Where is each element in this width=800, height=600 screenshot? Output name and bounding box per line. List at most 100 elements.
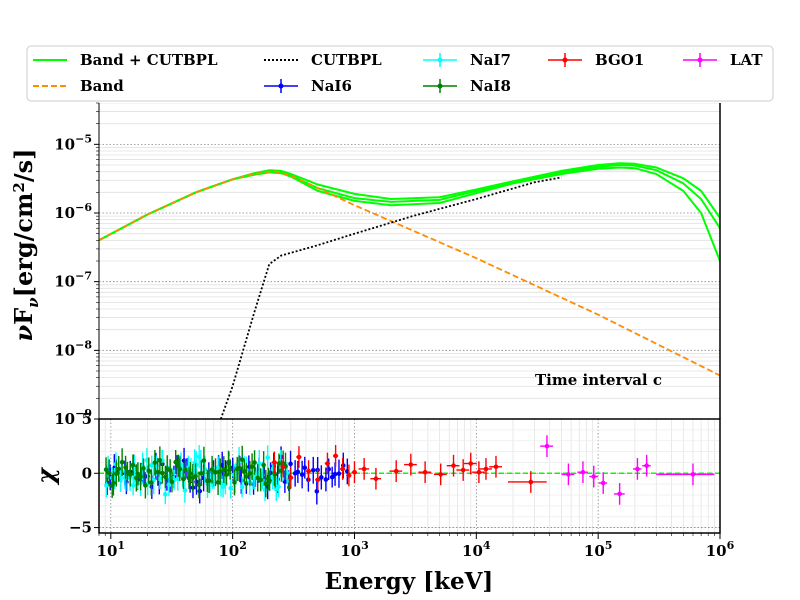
data-point [276,461,282,466]
residual-bgo1-point [479,458,492,480]
data-point [247,471,253,476]
data-point [438,472,443,477]
y-tick-label: 10−6 [54,201,92,222]
residual-bgo1-point [324,452,331,475]
legend-item-nai8: NaI8 [423,77,511,95]
series-line-cutbpl [219,176,562,419]
data-point [175,476,181,482]
data-point [262,487,268,493]
data-point [267,478,272,483]
residual-bgo1-point [288,466,294,489]
residual-nai8-point [114,460,119,487]
data-point [333,453,338,459]
data-point [213,469,218,475]
y-tick-label: 0 [82,464,92,482]
residual-bgo1-point [296,446,302,468]
residual-nai8-point [138,462,143,491]
residual-nai8-point [116,456,122,482]
x-tick-label: 101 [97,539,126,560]
residual-nai6-point [319,465,324,490]
legend-label: CUTBPL [311,51,382,69]
data-point [160,470,165,476]
data-point [242,468,247,474]
x-tick-label: 104 [462,539,491,560]
residual-nai6-point [336,459,342,488]
data-point [280,464,286,470]
residual-nai8-point [221,456,227,484]
data-point [199,471,204,476]
legend-swatch-marker [278,83,284,89]
data-point [221,467,227,472]
data-point [325,461,330,466]
residual-nai8-point [160,462,165,484]
residual-nai8-point [130,454,136,476]
y-tick-label: 5 [82,410,92,428]
data-point [166,482,172,488]
residual-nai7-point [166,473,172,497]
y-tick-label: 10−5 [54,132,92,153]
data-point [111,480,116,486]
residual-lat-point [633,458,642,480]
residual-nai8-point [239,445,245,474]
data-point [319,475,324,480]
legend-label: Band + CUTBPL [80,51,218,69]
legend-swatch-marker [437,57,443,63]
residual-bgo1-point [446,454,460,477]
residual-bgo1-point [418,461,432,484]
data-point [146,468,152,474]
residual-bgo1-point [456,459,470,481]
legend-item-nai7: NaI7 [423,51,511,69]
residual-nai8-point [244,463,249,490]
data-point [114,471,119,476]
residual-nai8-point [193,463,198,490]
data-point [116,466,122,472]
residual-lat-point [561,463,575,486]
data-point [217,469,223,474]
data-point [635,466,640,472]
data-point [483,466,489,472]
data-point [227,467,233,472]
data-point [177,467,183,472]
residual-nai8-point [111,470,116,496]
residual-nai8-point [177,457,183,482]
data-point [197,488,203,494]
residual-lat-point [656,463,715,486]
residual-nai8-point [196,471,202,499]
residual-nai8-point [263,469,269,498]
residual-bgo1-point [489,455,502,478]
legend-label: LAT [730,51,763,69]
residual-nai8-point [127,462,133,487]
data-point [566,472,571,477]
legend-swatch-marker [437,83,443,89]
residual-nai8-point [173,449,178,475]
data-point [528,479,534,485]
residual-nai8-point [258,468,264,492]
data-point [149,462,155,468]
residual-y-ticks: 5 0 −5 [69,410,99,537]
data-point [130,462,136,468]
residual-nai7-point [228,477,233,499]
spectrum-y-ticks: 10−5 10−6 10−7 10−8 10−9 [54,102,99,428]
data-point [272,460,277,465]
residual-nai8-point [232,469,237,496]
data-point [193,474,198,479]
residual-bgo1-point [305,460,312,482]
data-point [451,463,456,468]
residual-nai7-point [182,477,188,503]
residual-lat-point [598,472,608,494]
legend-label: Band [80,77,124,95]
data-point [644,463,649,468]
data-point [169,479,175,485]
data-point [138,474,143,479]
residual-nai8-point [106,459,112,487]
residual-nai8-point [215,469,221,496]
residual-series [99,435,720,505]
y-tick-label: −5 [69,519,92,537]
y-tick-label: 10−8 [54,338,92,359]
data-point [163,474,168,480]
residual-nai7-point [239,476,245,498]
legend-swatch-marker [562,57,568,63]
data-point [310,467,316,473]
residual-nai8-point [188,461,193,486]
legend: Band + CUTBPL Band CUTBPL NaI6 NaI7 NaI8 BGO1 L… [26,45,774,102]
